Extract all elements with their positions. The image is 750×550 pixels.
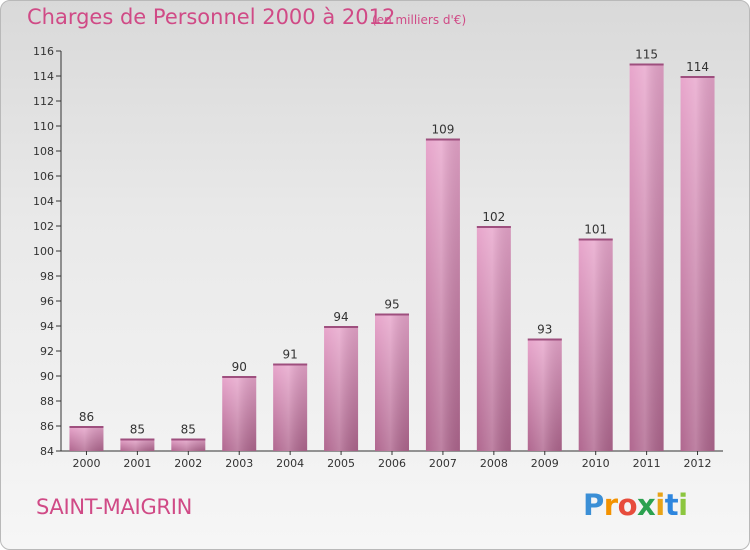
x-tick-label: 2002 (174, 457, 202, 470)
bar-shade (680, 76, 715, 451)
x-tick-label: 2005 (327, 457, 355, 470)
data-label: 91 (283, 348, 298, 362)
bar-shade (629, 63, 664, 451)
bar-top-edge (629, 63, 664, 66)
x-tick-label: 2007 (429, 457, 457, 470)
bar-shade (476, 226, 511, 451)
logo-letter: r (603, 488, 618, 522)
y-tick-label: 108 (33, 145, 54, 158)
logo-letter: o (617, 488, 638, 522)
bar-top-edge (171, 438, 206, 441)
bar-shade (120, 438, 155, 451)
y-tick-label: 102 (33, 220, 54, 233)
data-label: 90 (232, 360, 247, 374)
data-label: 85 (130, 423, 145, 437)
y-tick-label: 84 (40, 445, 54, 458)
x-tick-label: 2011 (633, 457, 661, 470)
chart-title: Charges de Personnel 2000 à 2012 (27, 5, 396, 29)
bar-top-edge (120, 438, 155, 441)
data-label: 95 (384, 298, 399, 312)
bar-shade (375, 313, 409, 451)
bar-shade (273, 363, 308, 451)
data-label: 93 (537, 323, 552, 337)
proxiti-logo: Proxiti (583, 488, 688, 522)
logo-letter: x (637, 488, 656, 522)
bar-shade (527, 338, 562, 451)
x-tick-label: 2009 (531, 457, 559, 470)
y-tick-label: 100 (33, 245, 54, 258)
bar-top-edge (680, 76, 715, 78)
bar-shade (171, 438, 206, 451)
x-tick-label: 2001 (123, 457, 151, 470)
bar-shade (578, 238, 613, 451)
bar-shade (69, 426, 104, 451)
x-tick-label: 2004 (276, 457, 304, 470)
plot-area: 84 86 88 90 92 94 96 98 100 102 104 106 108 110 112 114… (33, 45, 723, 470)
logo-letter: t (664, 488, 679, 522)
data-label: 109 (431, 123, 454, 137)
logo-letter: P (583, 488, 604, 522)
chart-subtitle: (en milliers d'€) (372, 13, 467, 27)
x-tick-label: 2000 (72, 457, 100, 470)
y-tick-label: 86 (40, 420, 54, 433)
x-tick-label: 2006 (378, 457, 406, 470)
y-tick-label: 92 (40, 345, 54, 358)
data-label: 114 (686, 60, 709, 74)
bar-top-edge (425, 138, 460, 141)
data-label: 85 (181, 423, 196, 437)
bar-top-edge (273, 363, 308, 366)
bar-top-edge (69, 426, 104, 428)
bar-shade (222, 376, 257, 451)
bar-shade (425, 138, 460, 451)
y-tick-label: 98 (40, 270, 54, 283)
data-label: 115 (635, 48, 658, 62)
data-label: 102 (482, 210, 505, 224)
data-label: 86 (79, 410, 94, 424)
logo-letter: i (655, 488, 665, 522)
y-tick-label: 112 (33, 95, 54, 108)
bar-top-edge (476, 226, 511, 228)
y-tick-label: 116 (33, 45, 54, 58)
y-tick-label: 106 (33, 170, 54, 183)
x-tick-label: 2012 (684, 457, 712, 470)
y-tick-label: 110 (33, 120, 54, 133)
y-tick-label: 90 (40, 370, 54, 383)
bar-top-edge (324, 326, 359, 328)
bar-top-edge (578, 238, 613, 241)
y-tick-label: 96 (40, 295, 54, 308)
x-tick-label: 2008 (480, 457, 508, 470)
y-tick-label: 114 (33, 70, 54, 83)
bar-top-edge (527, 338, 562, 341)
data-label: 101 (584, 223, 607, 237)
y-tick-label: 104 (33, 195, 54, 208)
y-tick-label: 94 (40, 320, 54, 333)
bar-shade (324, 326, 359, 451)
logo-letter: i (678, 488, 688, 522)
x-tick-label: 2003 (225, 457, 253, 470)
x-tick-label: 2010 (582, 457, 610, 470)
bar-top-edge (375, 313, 409, 316)
y-tick-label: 88 (40, 395, 54, 408)
data-label: 94 (333, 310, 348, 324)
bar-top-edge (222, 376, 257, 378)
commune-name: SAINT-MAIGRIN (36, 495, 193, 519)
